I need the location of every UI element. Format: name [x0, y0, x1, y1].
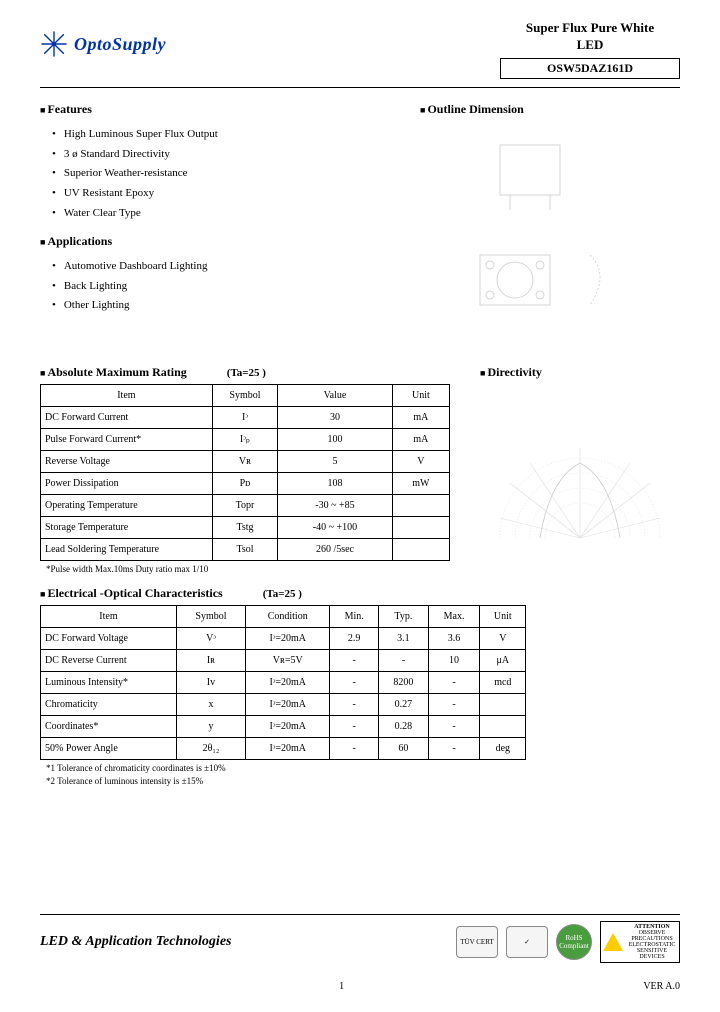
- footer-row: LED & Application Technologies TÜV CERT …: [40, 921, 680, 963]
- directivity-section: Directivity: [480, 365, 680, 574]
- product-title-line1: Super Flux Pure White: [500, 20, 680, 37]
- table-row: Pulse Forward Current*Iᵓₚ100mA: [41, 428, 450, 450]
- star-icon: [40, 30, 68, 58]
- check-badge: ✓: [506, 926, 548, 958]
- eo-note2: *2 Tolerance of luminous intensity is ±1…: [40, 776, 680, 786]
- page-header: OptoSupply Super Flux Pure White LED OSW…: [40, 20, 680, 79]
- eo-section: Electrical -Optical Characteristics (Ta=…: [40, 586, 680, 786]
- outline-heading: Outline Dimension: [420, 102, 680, 117]
- esd-badge: ATTENTION OBSERVE PRECAUTIONS ELECTROSTA…: [600, 921, 680, 963]
- page-footer: LED & Application Technologies TÜV CERT …: [40, 914, 680, 992]
- col-symbol: Symbol: [212, 384, 277, 406]
- application-item: Other Lighting: [52, 296, 390, 316]
- directivity-diagram: [480, 388, 680, 568]
- col-unit: Unit: [480, 605, 526, 627]
- left-column: Features High Luminous Super Flux Output…: [40, 102, 390, 345]
- outline-dimension-diagram: [420, 125, 680, 345]
- ratings-note: *Pulse width Max.10ms Duty ratio max 1/1…: [40, 564, 450, 574]
- eo-note1: *1 Tolerance of chromaticity coordinates…: [40, 763, 680, 773]
- header-rule: [40, 87, 680, 88]
- footer-title: LED & Application Technologies: [40, 934, 231, 950]
- features-list: High Luminous Super Flux Output 3 ø Stan…: [40, 125, 390, 224]
- ratings-table: Item Symbol Value Unit DC Forward Curren…: [40, 384, 450, 561]
- col-item: Item: [41, 384, 213, 406]
- table-row: Coordinates*yIᵓ=20mA-0.28-: [41, 715, 526, 737]
- brand-name: OptoSupply: [74, 34, 166, 55]
- page-bottom: 1 VER A.0: [40, 981, 680, 992]
- table-row: 50% Power Angle2θ₁₂Iᵓ=20mA-60-deg: [41, 737, 526, 759]
- eo-heading: Electrical -Optical Characteristics: [40, 586, 223, 601]
- table-row: Storage TemperatureTstg-40 ~ +100: [41, 516, 450, 538]
- table-row: DC Reverse CurrentIʀVʀ=5V--10μA: [41, 649, 526, 671]
- feature-item: Water Clear Type: [52, 204, 390, 224]
- ratings-section: Absolute Maximum Rating (Ta=25 ) Item Sy…: [40, 365, 450, 574]
- applications-heading: Applications: [40, 234, 390, 249]
- part-number: OSW5DAZ161D: [500, 58, 680, 79]
- col-symbol: Symbol: [176, 605, 245, 627]
- product-title-line2: LED: [500, 37, 680, 54]
- cert-badges: TÜV CERT ✓ RoHS Compliant ATTENTION OBSE…: [456, 921, 680, 963]
- application-item: Automotive Dashboard Lighting: [52, 257, 390, 277]
- esd-text: OBSERVE PRECAUTIONS ELECTROSTATIC SENSIT…: [627, 930, 677, 960]
- directivity-heading: Directivity: [480, 365, 680, 380]
- eo-header-row: Electrical -Optical Characteristics (Ta=…: [40, 586, 680, 601]
- footer-rule: [40, 914, 680, 915]
- table-row: DC Forward VoltageVᵓIᵓ=20mA2.93.13.6V: [41, 627, 526, 649]
- table-row: ChromaticityxIᵓ=20mA-0.27-: [41, 693, 526, 715]
- feature-item: UV Resistant Epoxy: [52, 184, 390, 204]
- col-value: Value: [278, 384, 393, 406]
- esd-triangle-icon: [603, 933, 623, 951]
- title-box: Super Flux Pure White LED OSW5DAZ161D: [500, 20, 680, 79]
- applications-list: Automotive Dashboard Lighting Back Light…: [40, 257, 390, 316]
- table-row: Reverse VoltageVʀ5V: [41, 450, 450, 472]
- version-label: VER A.0: [643, 981, 680, 992]
- table-header-row: Item Symbol Value Unit: [41, 384, 450, 406]
- logo-area: OptoSupply: [40, 30, 166, 58]
- col-max: Max.: [428, 605, 479, 627]
- top-content: Features High Luminous Super Flux Output…: [40, 102, 680, 345]
- feature-item: 3 ø Standard Directivity: [52, 145, 390, 165]
- table-row: Luminous Intensity*IvIᵓ=20mA-8200-mcd: [41, 671, 526, 693]
- features-heading: Features: [40, 102, 390, 117]
- feature-item: Superior Weather-resistance: [52, 164, 390, 184]
- eo-table: Item Symbol Condition Min. Typ. Max. Uni…: [40, 605, 526, 760]
- col-min: Min.: [330, 605, 379, 627]
- ratings-heading: Absolute Maximum Rating: [40, 365, 187, 380]
- col-condition: Condition: [246, 605, 330, 627]
- table-header-row: Item Symbol Condition Min. Typ. Max. Uni…: [41, 605, 526, 627]
- table-row: DC Forward CurrentIᵓ30mA: [41, 406, 450, 428]
- col-unit: Unit: [392, 384, 449, 406]
- table-row: Operating TemperatureTopr-30 ~ +85: [41, 494, 450, 516]
- table-row: Lead Soldering TemperatureTsol260 /5sec: [41, 538, 450, 560]
- table-row: Power DissipationPᴅ108mW: [41, 472, 450, 494]
- page-number: 1: [339, 981, 344, 992]
- rohs-badge: RoHS Compliant: [556, 924, 592, 960]
- application-item: Back Lighting: [52, 277, 390, 297]
- ratings-row: Absolute Maximum Rating (Ta=25 ) Item Sy…: [40, 365, 680, 574]
- ta-condition-eo: (Ta=25 ): [263, 588, 302, 600]
- ta-condition: (Ta=25 ): [227, 367, 266, 379]
- esd-text-block: ATTENTION OBSERVE PRECAUTIONS ELECTROSTA…: [627, 924, 677, 960]
- col-item: Item: [41, 605, 177, 627]
- right-column: Outline Dimension: [420, 102, 680, 345]
- feature-item: High Luminous Super Flux Output: [52, 125, 390, 145]
- ratings-header-row: Absolute Maximum Rating (Ta=25 ): [40, 365, 450, 380]
- col-typ: Typ.: [378, 605, 428, 627]
- tuv-badge: TÜV CERT: [456, 926, 498, 958]
